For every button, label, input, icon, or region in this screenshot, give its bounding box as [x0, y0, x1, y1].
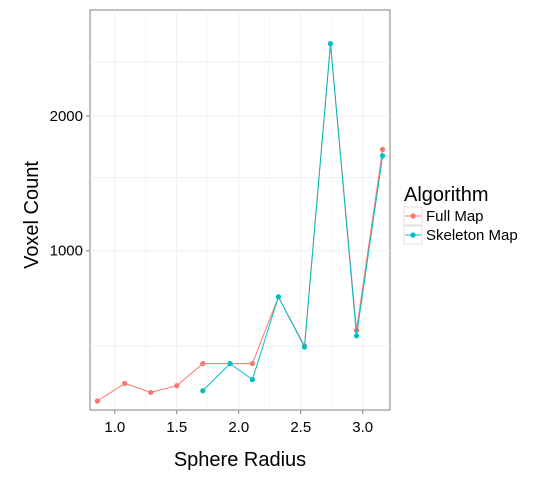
- y-axis-title: Voxel Count: [21, 161, 43, 269]
- x-axis-title: Sphere Radius: [174, 449, 306, 471]
- legend-items: Full Map Skeleton Map: [403, 206, 518, 245]
- data-point: [174, 383, 180, 389]
- y-tick-label: 2000: [50, 108, 83, 125]
- legend-item: Full Map: [403, 206, 484, 226]
- data-point: [249, 360, 255, 367]
- legend-item: Skeleton Map: [403, 225, 518, 245]
- legend-label: Full Map: [426, 208, 484, 225]
- x-tick-label: 3.0: [352, 419, 373, 436]
- grid: [90, 10, 390, 410]
- data-point: [200, 360, 206, 367]
- legend: Algorithm Full Map Skeleton Map: [403, 184, 518, 245]
- data-point: [227, 360, 233, 367]
- data-point: [94, 398, 101, 404]
- series-line: [202, 43, 384, 392]
- data-point: [379, 153, 386, 159]
- x-tick-label: 2.5: [290, 419, 311, 436]
- series-skeleton-map: [200, 41, 386, 394]
- plot-panel: [89, 9, 391, 411]
- data-point: [148, 389, 154, 396]
- data-point: [379, 146, 386, 153]
- data-point: [200, 388, 206, 394]
- data-point: [249, 377, 255, 383]
- legend-key-point: [410, 232, 416, 238]
- ticks: 1.0 1.5 2.0 2.5 3.0 1000 2000: [50, 108, 374, 436]
- data-point: [353, 333, 360, 339]
- x-tick-label: 1.5: [166, 419, 187, 436]
- data-point: [122, 380, 128, 387]
- y-tick-label: 1000: [50, 243, 83, 260]
- x-tick-label: 2.0: [228, 419, 249, 436]
- x-tick-label: 1.0: [104, 419, 125, 436]
- data-point: [301, 344, 308, 350]
- legend-key-point: [410, 213, 416, 219]
- data-point: [327, 41, 334, 47]
- legend-label: Skeleton Map: [426, 227, 518, 244]
- legend-title: Algorithm: [404, 184, 488, 206]
- data-point: [275, 294, 282, 300]
- series-layer: [94, 41, 386, 404]
